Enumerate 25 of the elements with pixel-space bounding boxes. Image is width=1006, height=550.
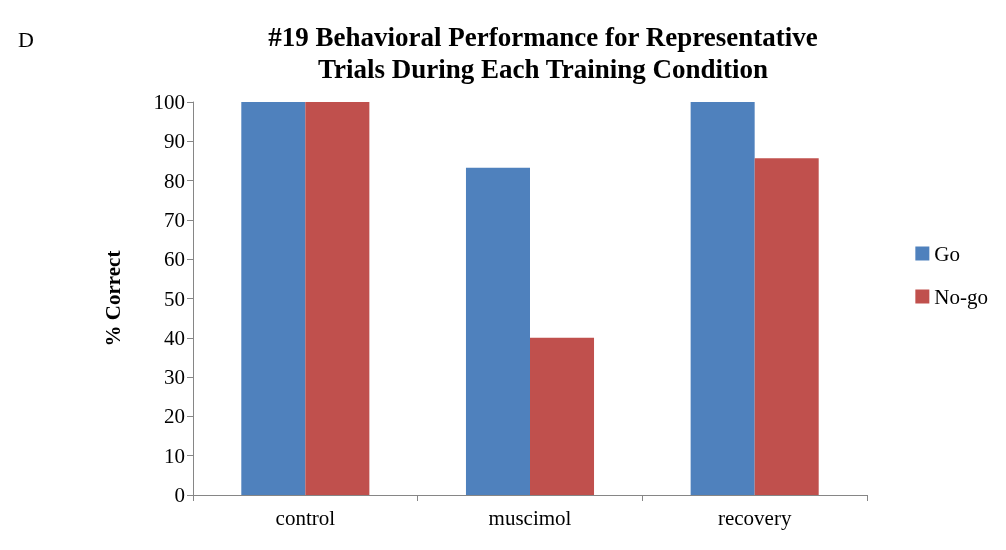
x-tick-label: control bbox=[275, 505, 336, 530]
y-tick-label: 20 bbox=[164, 404, 185, 429]
y-tick-label: 60 bbox=[164, 247, 185, 272]
y-tick-label: 30 bbox=[164, 365, 185, 390]
bar bbox=[465, 167, 530, 495]
bar bbox=[754, 158, 819, 495]
y-tick-label: 0 bbox=[174, 483, 185, 507]
y-tick-label: 50 bbox=[164, 286, 185, 311]
x-tick-label: recovery bbox=[717, 505, 792, 530]
legend-label: Go bbox=[934, 241, 961, 266]
y-tick-label: 100 bbox=[153, 90, 185, 114]
y-tick-label: 10 bbox=[164, 443, 185, 468]
y-tick-label: 90 bbox=[164, 129, 185, 154]
text: D bbox=[18, 26, 34, 52]
bar bbox=[530, 337, 595, 495]
bar bbox=[305, 102, 370, 495]
y-tick-label: 70 bbox=[164, 207, 185, 232]
chart-title: #19 Behavioral Performance for Representative Trials During Each Training Condition bbox=[268, 22, 818, 84]
bar bbox=[241, 102, 306, 495]
y-tick-label: 40 bbox=[164, 325, 185, 350]
y-tick-label: 80 bbox=[164, 168, 185, 193]
legend-label: No-go bbox=[934, 284, 989, 309]
bar bbox=[690, 102, 755, 495]
x-tick-label: muscimol bbox=[488, 505, 572, 530]
y-axis-title: % Correct bbox=[100, 250, 125, 347]
